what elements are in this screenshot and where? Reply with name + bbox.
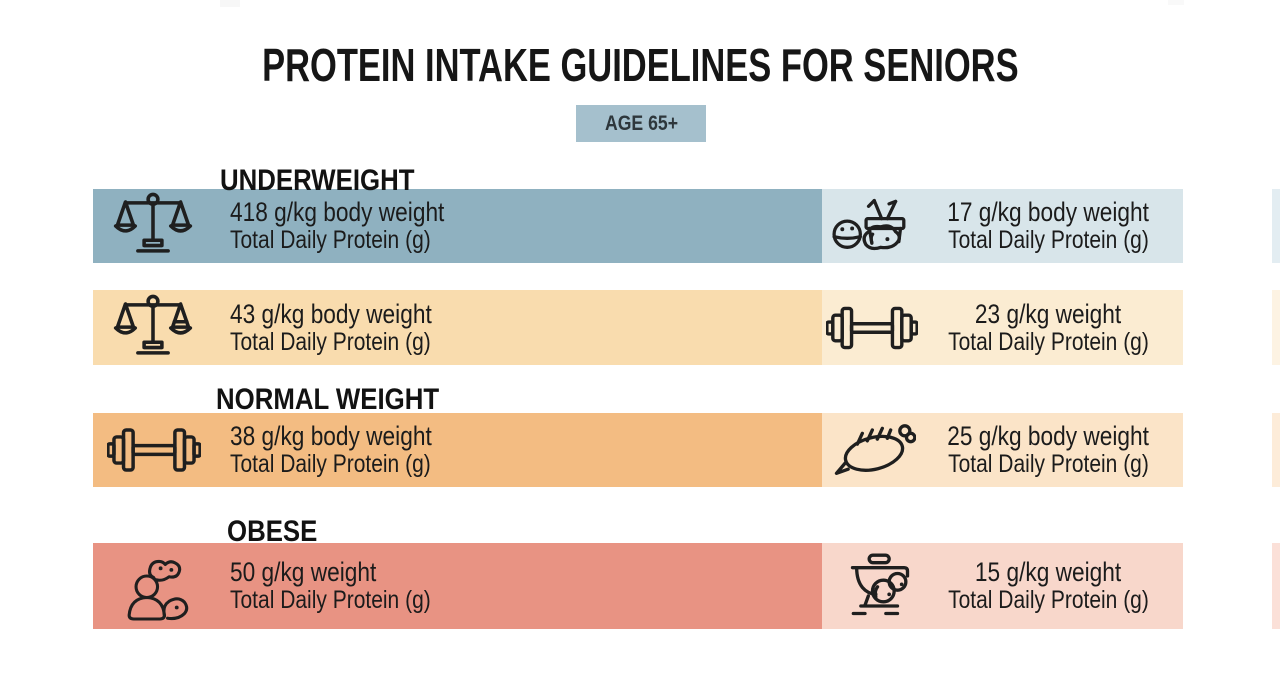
edge-strip [1272, 290, 1280, 365]
protein-label: Total Daily Protein (g) [230, 327, 431, 356]
dumbbell-icon [825, 303, 919, 353]
bar-text: 418 g/kg body weight Total Daily Protein… [230, 198, 485, 254]
artifact-mark [1168, 0, 1184, 5]
bar-text: 50 g/kg weight Total Daily Protein (g) [230, 558, 469, 614]
artifact-mark [220, 0, 240, 7]
row-heading-normal-weight: NORMAL WEIGHT [216, 383, 440, 416]
age-badge: AGE 65+ [576, 105, 706, 142]
normal-right-bar: 25 g/kg body weight Total Daily Protein … [822, 413, 1183, 487]
meal-basket-icon [830, 194, 912, 258]
protein-value: 38 g/kg body weight [230, 421, 432, 451]
edge-strip [1272, 189, 1280, 263]
protein-label: Total Daily Protein (g) [948, 226, 1149, 254]
protein-value: 418 g/kg body weight [230, 197, 445, 227]
row2-left-bar: 43 g/kg body weight Total Daily Protein … [93, 290, 822, 365]
protein-value: 17 g/kg body weight [947, 197, 1150, 227]
balance-scale-icon [113, 291, 193, 365]
row2-right-bar: 23 g/kg weight Total Daily Protein (g) [822, 290, 1183, 365]
bar-text: 38 g/kg body weight Total Daily Protein … [230, 422, 470, 478]
edge-strip [1272, 413, 1280, 487]
kitchen-pot-icon [844, 551, 916, 621]
protein-label: Total Daily Protein (g) [230, 226, 431, 254]
protein-value: 43 g/kg body weight [230, 298, 432, 329]
row-heading-underweight: UNDERWEIGHT [220, 164, 415, 197]
roast-meat-icon [832, 420, 917, 480]
protein-label: Total Daily Protein (g) [948, 327, 1149, 356]
people-icon [123, 550, 189, 622]
protein-value: 50 g/kg weight [230, 557, 377, 587]
dumbbell-icon [106, 424, 202, 476]
balance-scale-icon [113, 189, 193, 263]
protein-value: 25 g/kg body weight [947, 421, 1150, 451]
bar-text: 43 g/kg body weight Total Daily Protein … [230, 298, 470, 356]
protein-label: Total Daily Protein (g) [230, 586, 431, 614]
bar-text: 25 g/kg body weight Total Daily Protein … [922, 422, 1175, 478]
protein-value: 15 g/kg weight [975, 557, 1122, 587]
underweight-right-bar: 17 g/kg body weight Total Daily Protein … [822, 189, 1183, 263]
page-title: PROTEIN INTAKE GUIDELINES FOR SENIORS [261, 39, 1019, 91]
underweight-left-bar: 418 g/kg body weight Total Daily Protein… [93, 189, 822, 263]
protein-label: Total Daily Protein (g) [948, 450, 1149, 478]
bar-text: 17 g/kg body weight Total Daily Protein … [922, 198, 1175, 254]
obese-right-bar: 15 g/kg weight Total Daily Protein (g) [822, 543, 1183, 629]
bar-text: 23 g/kg weight Total Daily Protein (g) [922, 298, 1175, 356]
protein-label: Total Daily Protein (g) [948, 586, 1149, 614]
obese-left-bar: 50 g/kg weight Total Daily Protein (g) [93, 543, 822, 629]
bar-text: 15 g/kg weight Total Daily Protein (g) [922, 558, 1175, 614]
row-heading-obese: OBESE [227, 515, 318, 548]
protein-value: 23 g/kg weight [975, 298, 1122, 329]
edge-strip [1272, 543, 1280, 629]
protein-label: Total Daily Protein (g) [230, 450, 431, 478]
normal-left-bar: 38 g/kg body weight Total Daily Protein … [93, 413, 822, 487]
